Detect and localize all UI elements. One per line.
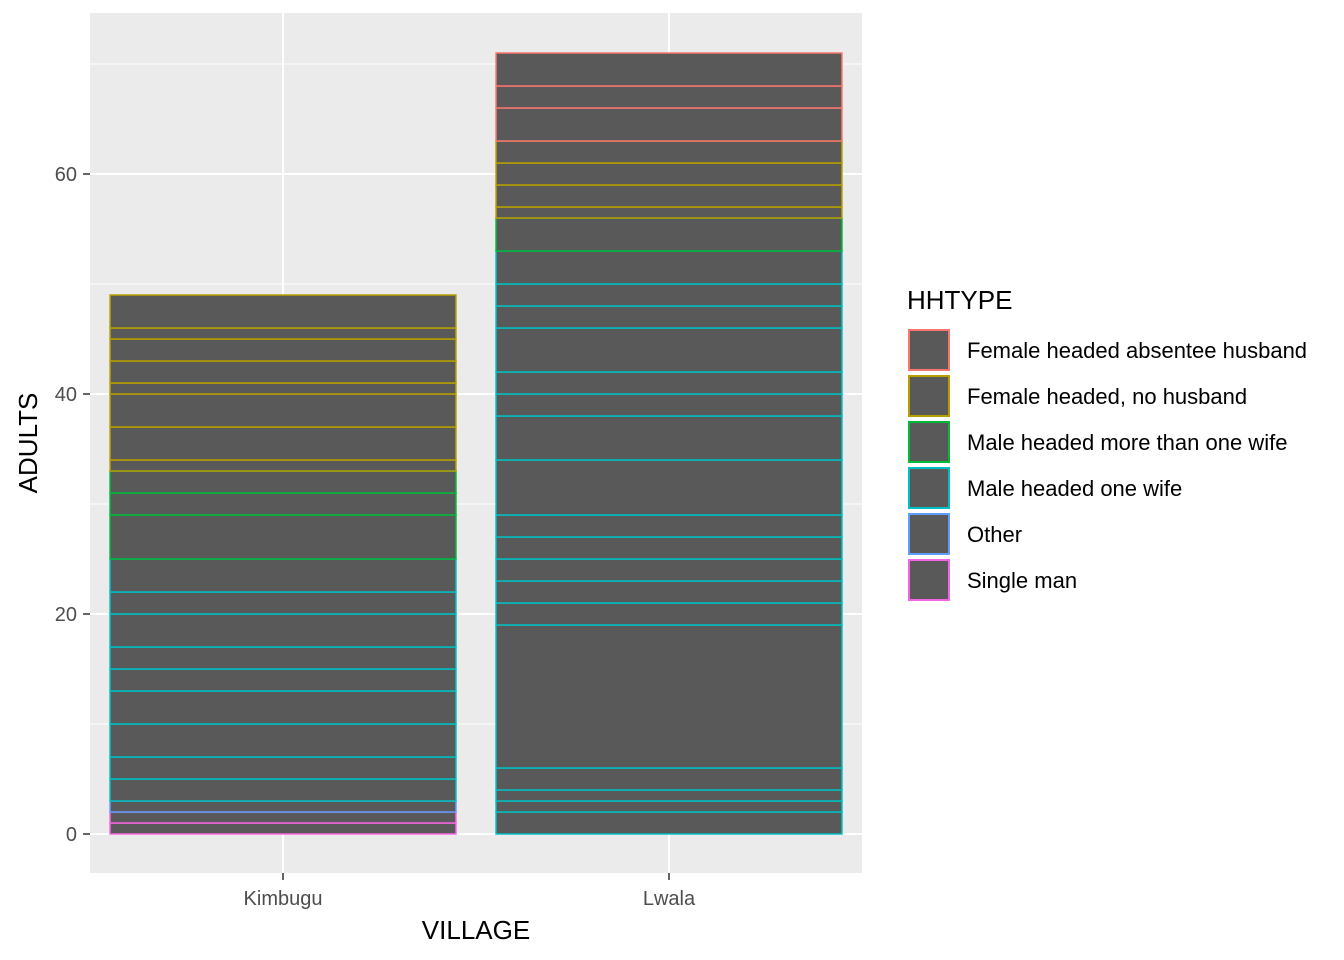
bar-segment: [109, 822, 457, 835]
bar-segment: [495, 184, 843, 208]
bar-segment: [109, 327, 457, 340]
y-axis: 0 20 40 60: [55, 164, 90, 846]
bar-segment: [495, 514, 843, 538]
legend-title: HHTYPE: [907, 285, 1012, 315]
bar-segment: [495, 536, 843, 560]
bar-segment: [109, 492, 457, 516]
bar-segment: [109, 756, 457, 780]
bar-segment: [495, 393, 843, 417]
legend-label: Single man: [967, 568, 1077, 593]
bar-segment: [495, 580, 843, 604]
bar-segment: [495, 85, 843, 109]
legend-key: [908, 559, 950, 601]
legend-label: Female headed absentee husband: [967, 338, 1307, 363]
bar-segment: [495, 283, 843, 307]
x-axis-title: VILLAGE: [422, 915, 530, 945]
bar-segment: [495, 811, 843, 835]
bar-segment: [495, 558, 843, 582]
y-tick-label: 40: [55, 384, 77, 406]
bar-segment: [495, 217, 843, 252]
legend-label: Male headed more than one wife: [967, 430, 1287, 455]
legend-key: [908, 375, 950, 417]
bar-segment: [109, 690, 457, 725]
legend: HHTYPE Female headed absentee husband Fem…: [907, 285, 1307, 601]
bar-segment: [495, 140, 843, 164]
bar-segment: [109, 459, 457, 472]
bar-segment: [109, 800, 457, 813]
bar-segment: [109, 778, 457, 802]
bar-segment: [495, 459, 843, 516]
legend-label: Other: [967, 522, 1022, 547]
bar-segment: [109, 668, 457, 692]
bar-segment: [495, 162, 843, 186]
bar-segment: [109, 723, 457, 758]
bar-segment: [495, 800, 843, 813]
bar-segment: [495, 206, 843, 219]
bar-segment: [109, 338, 457, 362]
legend-key: [908, 329, 950, 371]
bar-segment: [495, 305, 843, 329]
x-tick-label: Lwala: [643, 888, 696, 910]
bar-segment: [109, 382, 457, 395]
y-tick-label: 60: [55, 164, 77, 186]
bars: [109, 52, 843, 835]
bar-segment: [495, 371, 843, 395]
bar-segment: [109, 811, 457, 824]
legend-key: [908, 421, 950, 463]
bar-segment: [109, 558, 457, 593]
bar-segment: [495, 327, 843, 373]
bar-segment: [495, 250, 843, 285]
x-tick-label: Kimbugu: [244, 888, 323, 910]
bar-segment: [109, 393, 457, 428]
bar-segment: [495, 52, 843, 87]
bar-segment: [495, 602, 843, 626]
legend-key: [908, 513, 950, 555]
y-tick-label: 0: [66, 824, 77, 846]
legend-label: Female headed, no husband: [967, 384, 1247, 409]
bar-segment: [495, 767, 843, 791]
bar-segment: [109, 591, 457, 615]
bar-segment: [495, 624, 843, 769]
bar-segment: [495, 107, 843, 142]
y-tick-label: 20: [55, 604, 77, 626]
bar-segment: [109, 470, 457, 494]
bar-segment: [495, 415, 843, 461]
bar-segment: [109, 613, 457, 648]
legend-label: Male headed one wife: [967, 476, 1182, 501]
y-axis-title: ADULTS: [13, 393, 43, 494]
bar-segment: [109, 514, 457, 560]
bar-segment: [109, 360, 457, 384]
bar-segment: [495, 789, 843, 802]
x-axis: Kimbugu Lwala: [244, 873, 696, 910]
legend-key: [908, 467, 950, 509]
bar-segment: [109, 646, 457, 670]
bar-segment: [109, 294, 457, 329]
bar-segment: [109, 426, 457, 461]
